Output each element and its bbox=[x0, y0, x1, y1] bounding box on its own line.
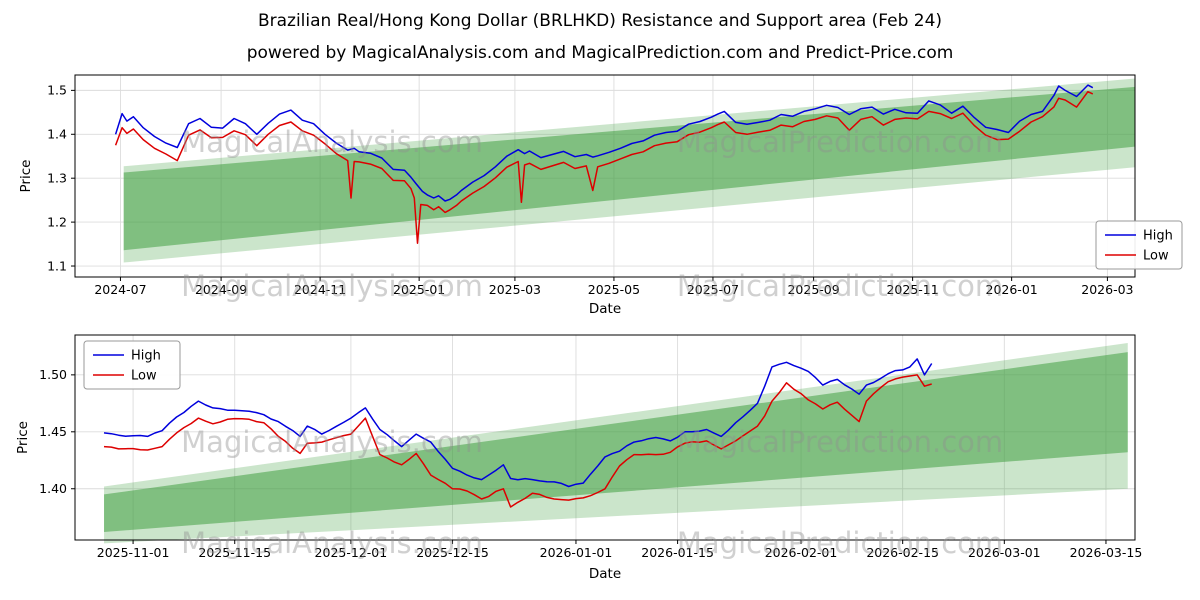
x-axis-label: Date bbox=[589, 301, 621, 317]
x-tick-label: 2026-02-01 bbox=[765, 545, 838, 560]
y-tick-label: 1.1 bbox=[47, 258, 67, 273]
figure-subtitle: powered by MagicalAnalysis.com and Magic… bbox=[246, 43, 954, 63]
x-tick-label: 2024-09 bbox=[195, 282, 247, 297]
y-tick-label: 1.40 bbox=[39, 481, 67, 496]
high-line bbox=[103, 358, 933, 488]
plot-border bbox=[74, 334, 1136, 541]
watermark-text: MagicalAnalysis.com bbox=[181, 425, 483, 459]
x-tick-label: 2025-01 bbox=[393, 282, 445, 297]
x-tick-label: 2025-09 bbox=[787, 282, 839, 297]
y-tick-label: 1.4 bbox=[47, 127, 67, 142]
x-tick-label: 2026-01 bbox=[986, 282, 1038, 297]
long-term-chart: 2024-07 2024-09 2024-11 2025-01 2025-03 2025-… bbox=[18, 74, 1183, 317]
x-tick-label: 2024-11 bbox=[294, 282, 346, 297]
x-tick-label: 2026-02-15 bbox=[866, 545, 939, 560]
x-tick-label: 2026-03 bbox=[1081, 282, 1133, 297]
legend-label: Low bbox=[131, 369, 157, 384]
x-tick-label: 2025-03 bbox=[489, 282, 541, 297]
x-tick-label: 2025-07 bbox=[687, 282, 739, 297]
support-resistance-band-inner bbox=[104, 352, 1128, 532]
y-axis: 1.40 1.45 1.50 bbox=[39, 367, 75, 496]
x-tick-label: 2026-03-01 bbox=[968, 545, 1041, 560]
legend-box bbox=[83, 340, 181, 390]
watermark-text: MagicalAnalysis.com bbox=[181, 125, 483, 159]
legend: High Low bbox=[1095, 220, 1183, 270]
figure-title: Brazilian Real/Hong Kong Dollar (BRLHKD)… bbox=[257, 11, 943, 31]
low-line bbox=[103, 374, 932, 508]
y-axis: 1.1 1.2 1.3 1.4 1.5 bbox=[47, 83, 75, 273]
y-axis-label: Price bbox=[18, 160, 34, 193]
x-tick-label: 2025-12-15 bbox=[416, 545, 489, 560]
legend-label: High bbox=[1143, 229, 1173, 244]
x-tick-label: 2025-05 bbox=[588, 282, 640, 297]
x-tick-label: 2025-12-01 bbox=[315, 545, 388, 560]
legend-label: High bbox=[131, 349, 161, 364]
high-line bbox=[114, 84, 1094, 202]
low-line bbox=[114, 90, 1094, 244]
x-axis: 2024-07 2024-09 2024-11 2025-01 2025-03 2025-… bbox=[94, 277, 1134, 297]
x-tick-label: 2025-11 bbox=[886, 282, 938, 297]
legend-label: Low bbox=[1143, 249, 1169, 264]
x-tick-label: 2025-11-15 bbox=[198, 545, 271, 560]
y-tick-label: 1.45 bbox=[39, 424, 67, 439]
watermark-text: MagicalPrediction.com bbox=[677, 269, 1003, 303]
x-tick-label: 2026-01-15 bbox=[641, 545, 714, 560]
y-tick-label: 1.5 bbox=[47, 83, 67, 98]
plot-border bbox=[74, 74, 1136, 278]
y-tick-label: 1.3 bbox=[47, 170, 67, 185]
watermark-text: MagicalAnalysis.com bbox=[181, 269, 483, 303]
legend: High Low bbox=[83, 340, 181, 390]
watermark-text: MagicalPrediction.com bbox=[677, 526, 1003, 560]
recent-chart: 2025-11-01 2025-11-15 2025-12-01 2025-12-15… bbox=[15, 334, 1143, 582]
x-tick-label: 2024-07 bbox=[94, 282, 146, 297]
x-tick-label: 2026-01-01 bbox=[540, 545, 613, 560]
x-tick-label: 2026-03-15 bbox=[1070, 545, 1143, 560]
y-tick-label: 1.50 bbox=[39, 367, 67, 382]
watermark-text: MagicalPrediction.com bbox=[677, 425, 1003, 459]
watermark-text: MagicalPrediction.com bbox=[677, 125, 1003, 159]
x-tick-label: 2025-11-01 bbox=[97, 545, 170, 560]
y-tick-label: 1.2 bbox=[47, 214, 67, 229]
y-axis-label: Price bbox=[15, 421, 31, 454]
watermark-text: MagicalAnalysis.com bbox=[181, 526, 483, 560]
support-resistance-band-inner bbox=[123, 86, 1136, 251]
legend-box bbox=[1095, 220, 1183, 270]
x-axis-label: Date bbox=[589, 566, 621, 582]
x-axis: 2025-11-01 2025-11-15 2025-12-01 2025-12-15… bbox=[97, 540, 1143, 560]
